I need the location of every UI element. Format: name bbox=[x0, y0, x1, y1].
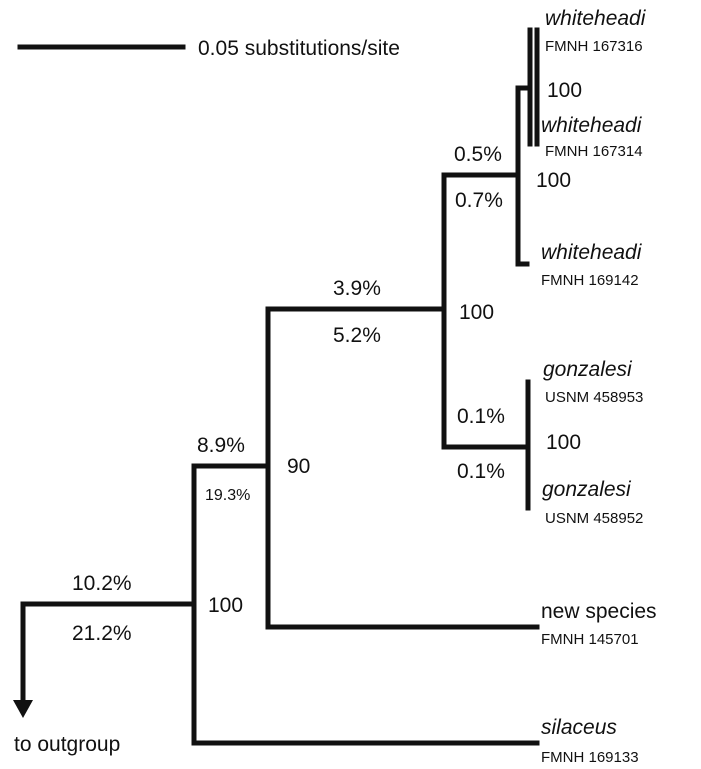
taxon-specimen-gonzalesi-1: USNM 458953 bbox=[545, 389, 643, 406]
divergence-gonzalesi-lower: 0.1% bbox=[457, 460, 505, 483]
taxon-name-gonzalesi-1: gonzalesi bbox=[543, 358, 633, 381]
divergence-gonzalesi-upper: 0.1% bbox=[457, 405, 505, 428]
divergence-inner-upper: 8.9% bbox=[197, 434, 245, 457]
outgroup-arrow-icon bbox=[13, 700, 33, 718]
taxon-name-whiteheadi-3: whiteheadi bbox=[541, 241, 643, 264]
bootstrap-ingroup-inner: 90 bbox=[287, 455, 310, 478]
taxon-specimen-silaceus: FMNH 169133 bbox=[541, 749, 639, 766]
taxon-specimen-whiteheadi-1: FMNH 167316 bbox=[545, 38, 643, 55]
scale-bar-label: 0.05 substitutions/site bbox=[198, 37, 400, 60]
taxon-specimen-whiteheadi-2: FMNH 167314 bbox=[545, 143, 643, 160]
bootstrap-whiteheadi-clade: 100 bbox=[536, 169, 571, 192]
divergence-root-lower: 21.2% bbox=[72, 622, 132, 645]
taxon-specimen-gonzalesi-2: USNM 458952 bbox=[545, 510, 643, 527]
taxon-specimen-new-species: FMNH 145701 bbox=[541, 631, 639, 648]
divergence-whiteheadi-lower: 0.7% bbox=[455, 189, 503, 212]
divergence-whiteheadi-upper: 0.5% bbox=[454, 143, 502, 166]
divergence-inner-lower: 19.3% bbox=[205, 487, 250, 504]
divergence-wg-lower: 5.2% bbox=[333, 324, 381, 347]
bootstrap-whiteheadi-gonzalesi: 100 bbox=[459, 301, 494, 324]
taxon-name-whiteheadi-1: whiteheadi bbox=[545, 7, 647, 30]
bootstrap-whiteheadi-pair: 100 bbox=[547, 79, 582, 102]
divergence-root-upper: 10.2% bbox=[72, 572, 132, 595]
taxon-name-gonzalesi-2: gonzalesi bbox=[542, 478, 632, 501]
taxon-name-silaceus: silaceus bbox=[541, 716, 617, 739]
taxon-specimen-whiteheadi-3: FMNH 169142 bbox=[541, 272, 639, 289]
taxon-name-whiteheadi-2: whiteheadi bbox=[541, 114, 643, 137]
outgroup-label: to outgroup bbox=[14, 733, 120, 756]
taxon-name-new-species: new species bbox=[541, 600, 657, 623]
bootstrap-ingroup-root: 100 bbox=[208, 594, 243, 617]
divergence-wg-upper: 3.9% bbox=[333, 277, 381, 300]
bootstrap-gonzalesi-pair: 100 bbox=[546, 431, 581, 454]
